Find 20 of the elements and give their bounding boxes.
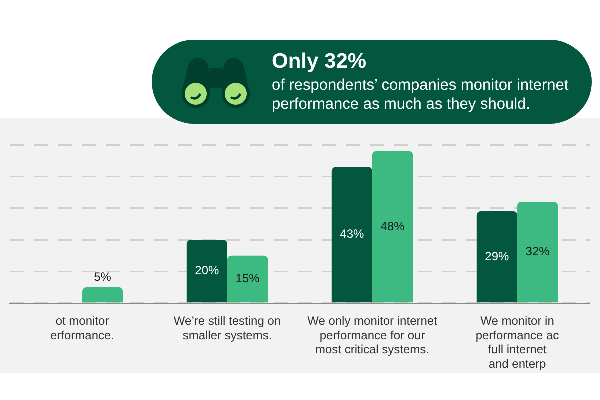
data-label: 48% [380, 219, 406, 234]
bar [476, 212, 518, 303]
bar [332, 167, 372, 303]
x-tick-label: We only monitor internet performance for our most critical systems. [308, 314, 438, 357]
chart-subtitle: of respondents’ companies monitor internet performance as much as they should. [272, 76, 570, 114]
x-tick-label: ot monitor erformance. [50, 314, 115, 342]
data-label: 43% [340, 227, 365, 242]
bar [82, 288, 124, 303]
bar [228, 256, 268, 303]
data-label: 29% [485, 249, 510, 264]
data-label: 5% [94, 270, 112, 284]
data-label: 15% [236, 272, 260, 286]
x-tick-label: We monitor in performance ac full internet and enterp [476, 314, 560, 372]
bar [372, 151, 414, 303]
data-label: 20% [195, 264, 220, 278]
data-label: 32% [526, 244, 550, 259]
bar [186, 240, 228, 303]
chart-title: Only 32% [272, 50, 367, 74]
x-tick-label: We’re still testing on smaller systems. [174, 314, 282, 342]
bar [518, 202, 558, 303]
